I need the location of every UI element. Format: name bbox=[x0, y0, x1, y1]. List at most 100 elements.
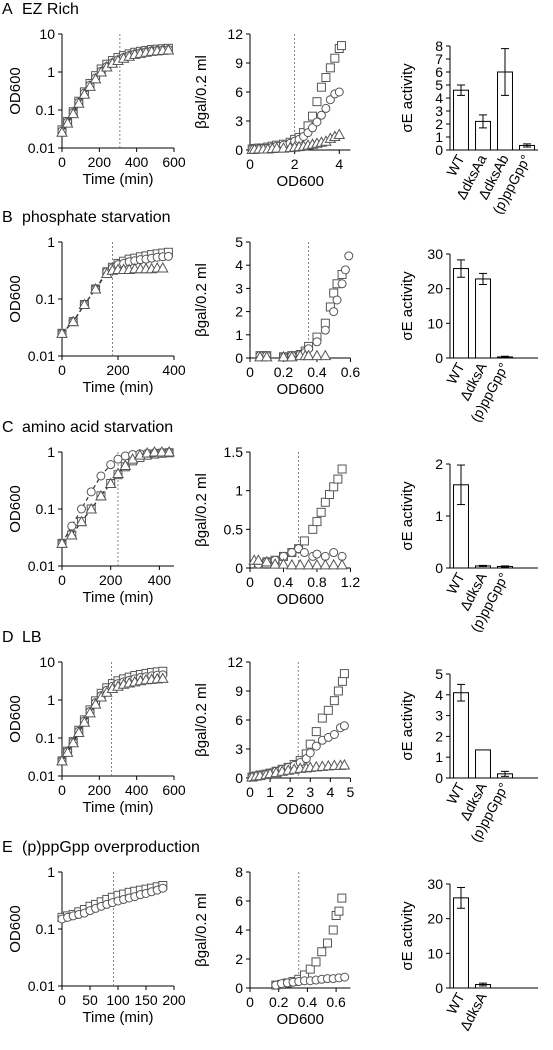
bgal-y-tick-label: 0 bbox=[235, 560, 243, 576]
data-point-circle bbox=[307, 123, 317, 133]
data-point-circle bbox=[311, 741, 321, 751]
bgal-y-tick-label: 4 bbox=[235, 257, 243, 273]
bgal-y-tick-label: 6 bbox=[235, 712, 243, 728]
data-point-triangle bbox=[319, 349, 332, 361]
bar-y-tick-label: 5 bbox=[435, 77, 443, 93]
bgal-x-tick-label: 0 bbox=[246, 994, 254, 1010]
data-point-triangle bbox=[338, 758, 351, 770]
bar-y-label: σE activity bbox=[399, 691, 416, 761]
data-point-triangle bbox=[95, 489, 107, 501]
bgal-y-tick-label: 0 bbox=[235, 770, 243, 786]
panel-letter: A bbox=[2, 1, 13, 18]
data-point-triangle bbox=[67, 315, 80, 327]
bgal-x-tick-label: 1.2 bbox=[341, 574, 361, 590]
bar-y-tick-label: 1 bbox=[435, 129, 443, 145]
growth-y-tick-label: 0.01 bbox=[28, 140, 55, 156]
data-point-triangle bbox=[260, 350, 273, 362]
bar-y-tick-label: 30 bbox=[427, 246, 443, 262]
data-point-triangle bbox=[61, 117, 74, 128]
data-point-square bbox=[333, 686, 343, 696]
bar bbox=[475, 749, 491, 779]
growth-x-tick-label: 400 bbox=[125, 782, 149, 798]
bar-y-tick-label: 8 bbox=[435, 38, 443, 54]
panel-title: LB bbox=[22, 629, 42, 646]
growth-series-line bbox=[61, 451, 170, 544]
bar bbox=[475, 278, 491, 359]
bar-y-tick-label: 0 bbox=[435, 560, 443, 576]
growth-plot: 0.01 0.1 1 0 200 400 Time (min) OD600 bbox=[7, 234, 186, 396]
panel-letter: E bbox=[2, 839, 13, 856]
growth-x-tick-label: 200 bbox=[88, 782, 112, 798]
bgal-x-label: OD600 bbox=[276, 801, 324, 818]
data-point-triangle bbox=[327, 558, 340, 570]
growth-x-tick-label: 0 bbox=[58, 992, 66, 1008]
bar-y-label: σE activity bbox=[399, 481, 416, 551]
data-point-triangle bbox=[277, 558, 290, 569]
data-point-square bbox=[329, 696, 339, 706]
growth-y-tick-label: 10 bbox=[39, 654, 55, 670]
data-point-triangle bbox=[78, 716, 91, 727]
bar-y-tick-label: 4 bbox=[435, 687, 443, 703]
data-point-square bbox=[329, 482, 339, 492]
bgal-x-tick-label: 0.4 bbox=[274, 574, 294, 590]
bgal-y-tick-label: 0 bbox=[235, 350, 243, 366]
data-point-triangle bbox=[336, 558, 348, 570]
data-point-triangle bbox=[89, 698, 102, 709]
bar bbox=[453, 268, 469, 359]
data-point-triangle bbox=[163, 445, 175, 457]
data-point-circle bbox=[329, 548, 339, 558]
panel-title: EZ Rich bbox=[22, 1, 79, 18]
data-point-triangle bbox=[252, 554, 265, 565]
data-point-circle bbox=[120, 451, 130, 461]
growth-x-tick-label: 0 bbox=[58, 154, 66, 170]
bgal-y-tick-label: 2 bbox=[235, 304, 243, 320]
data-point-triangle bbox=[67, 107, 80, 119]
growth-series-line bbox=[61, 452, 170, 544]
data-point-triangle bbox=[148, 445, 161, 457]
data-point-square bbox=[330, 53, 340, 63]
bgal-y-tick-label: 1 bbox=[235, 327, 243, 343]
data-point-triangle bbox=[155, 445, 168, 457]
bar-y-tick-label: 1 bbox=[435, 508, 443, 524]
bar-y-tick-label: 6 bbox=[435, 64, 443, 80]
data-point-square bbox=[323, 705, 333, 715]
bar bbox=[453, 89, 469, 151]
data-point-triangle bbox=[319, 558, 332, 570]
growth-x-tick-label: 100 bbox=[106, 992, 130, 1008]
data-point-circle bbox=[305, 748, 315, 758]
growth-x-tick-label: 200 bbox=[106, 362, 130, 378]
bar-y-tick-label: 2 bbox=[435, 116, 443, 132]
data-point-triangle bbox=[56, 754, 68, 766]
bar-y-tick-label: 5 bbox=[435, 666, 443, 682]
bgal-x-label: OD600 bbox=[276, 381, 324, 398]
bar-y-tick-label: 0 bbox=[435, 980, 443, 996]
bgal-plot: 0 1 2 3 4 5 0 0.2 0.4 0.6 OD600 βgal/0.2 ml bbox=[193, 234, 360, 398]
bar-y-tick-label: 0 bbox=[435, 142, 443, 158]
bar-y-tick-label: 20 bbox=[427, 911, 443, 927]
data-point-square bbox=[337, 41, 347, 51]
data-point-triangle bbox=[260, 555, 273, 567]
data-point-circle bbox=[320, 325, 330, 335]
data-point-circle bbox=[86, 487, 96, 497]
data-point-square bbox=[328, 925, 338, 935]
growth-y-tick-label: 0.1 bbox=[36, 102, 56, 118]
data-point-circle bbox=[321, 103, 331, 113]
data-point-triangle bbox=[61, 746, 74, 757]
data-point-square bbox=[316, 82, 326, 92]
growth-x-tick-label: 400 bbox=[148, 572, 172, 588]
bar-y-tick-label: 2 bbox=[435, 728, 443, 744]
bgal-x-tick-label: 3 bbox=[306, 784, 314, 800]
data-point-circle bbox=[329, 730, 339, 739]
bar-y-tick-label: 30 bbox=[427, 876, 443, 892]
bgal-y-tick-label: 1 bbox=[235, 483, 243, 499]
bgal-x-tick-label: 0.6 bbox=[326, 994, 346, 1010]
data-point-square bbox=[311, 727, 321, 737]
bar-y-tick-label: 10 bbox=[427, 315, 443, 331]
bgal-y-label: βgal/0.2 ml bbox=[193, 263, 210, 337]
growth-x-tick-label: 400 bbox=[125, 154, 149, 170]
